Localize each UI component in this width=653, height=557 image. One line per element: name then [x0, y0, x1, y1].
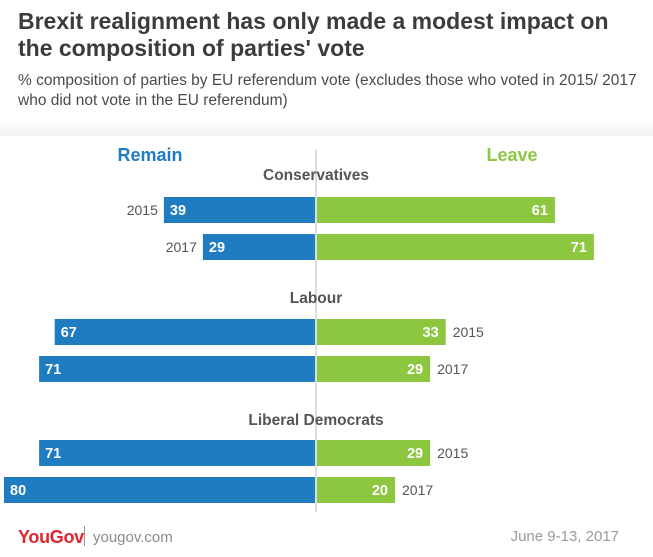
year-label: 2017 — [437, 361, 468, 377]
bar-remain — [163, 197, 315, 223]
bar-remain — [39, 440, 315, 466]
year-label: 2015 — [437, 445, 468, 461]
value-label-remain: 71 — [45, 446, 61, 462]
value-label-leave: 71 — [571, 240, 587, 256]
footer-divider — [84, 526, 85, 546]
value-label-leave: 61 — [532, 203, 548, 219]
bar-remain — [202, 234, 315, 260]
bar-remain — [39, 356, 315, 382]
bar-leave — [317, 356, 431, 382]
year-label: 2017 — [402, 482, 433, 498]
footer-url: yougov.com — [93, 529, 173, 546]
value-label-remain: 29 — [209, 240, 225, 256]
header-band — [0, 120, 653, 136]
value-label-leave: 29 — [407, 362, 423, 378]
year-label: 2017 — [166, 239, 197, 255]
value-label-leave: 20 — [372, 483, 388, 499]
yougov-logo: YouGov — [18, 527, 84, 547]
bar-leave — [317, 477, 395, 503]
bar-remain — [54, 319, 315, 345]
bar-leave — [317, 440, 431, 466]
chart-title: Brexit realignment has only made a modes… — [18, 8, 609, 61]
value-label-leave: 29 — [407, 446, 423, 462]
value-label-remain: 67 — [61, 325, 77, 341]
party-label: Liberal Democrats — [248, 412, 383, 429]
bar-leave — [317, 319, 446, 345]
bar-leave — [317, 197, 555, 223]
value-label-remain: 71 — [45, 362, 61, 378]
series-label-remain: Remain — [117, 145, 182, 165]
year-label: 2015 — [453, 324, 484, 340]
series-label-leave: Leave — [486, 145, 537, 165]
value-label-remain: 39 — [170, 203, 186, 219]
bar-remain — [4, 477, 315, 503]
party-label: Labour — [290, 290, 343, 307]
value-label-remain: 80 — [10, 483, 26, 499]
value-label-leave: 33 — [423, 325, 439, 341]
footer-date: June 9-13, 2017 — [510, 528, 619, 545]
party-label: Conservatives — [263, 167, 369, 184]
bar-leave — [317, 234, 594, 260]
chart-subtitle: % composition of parties by EU referendu… — [18, 72, 637, 109]
year-label: 2015 — [127, 202, 158, 218]
